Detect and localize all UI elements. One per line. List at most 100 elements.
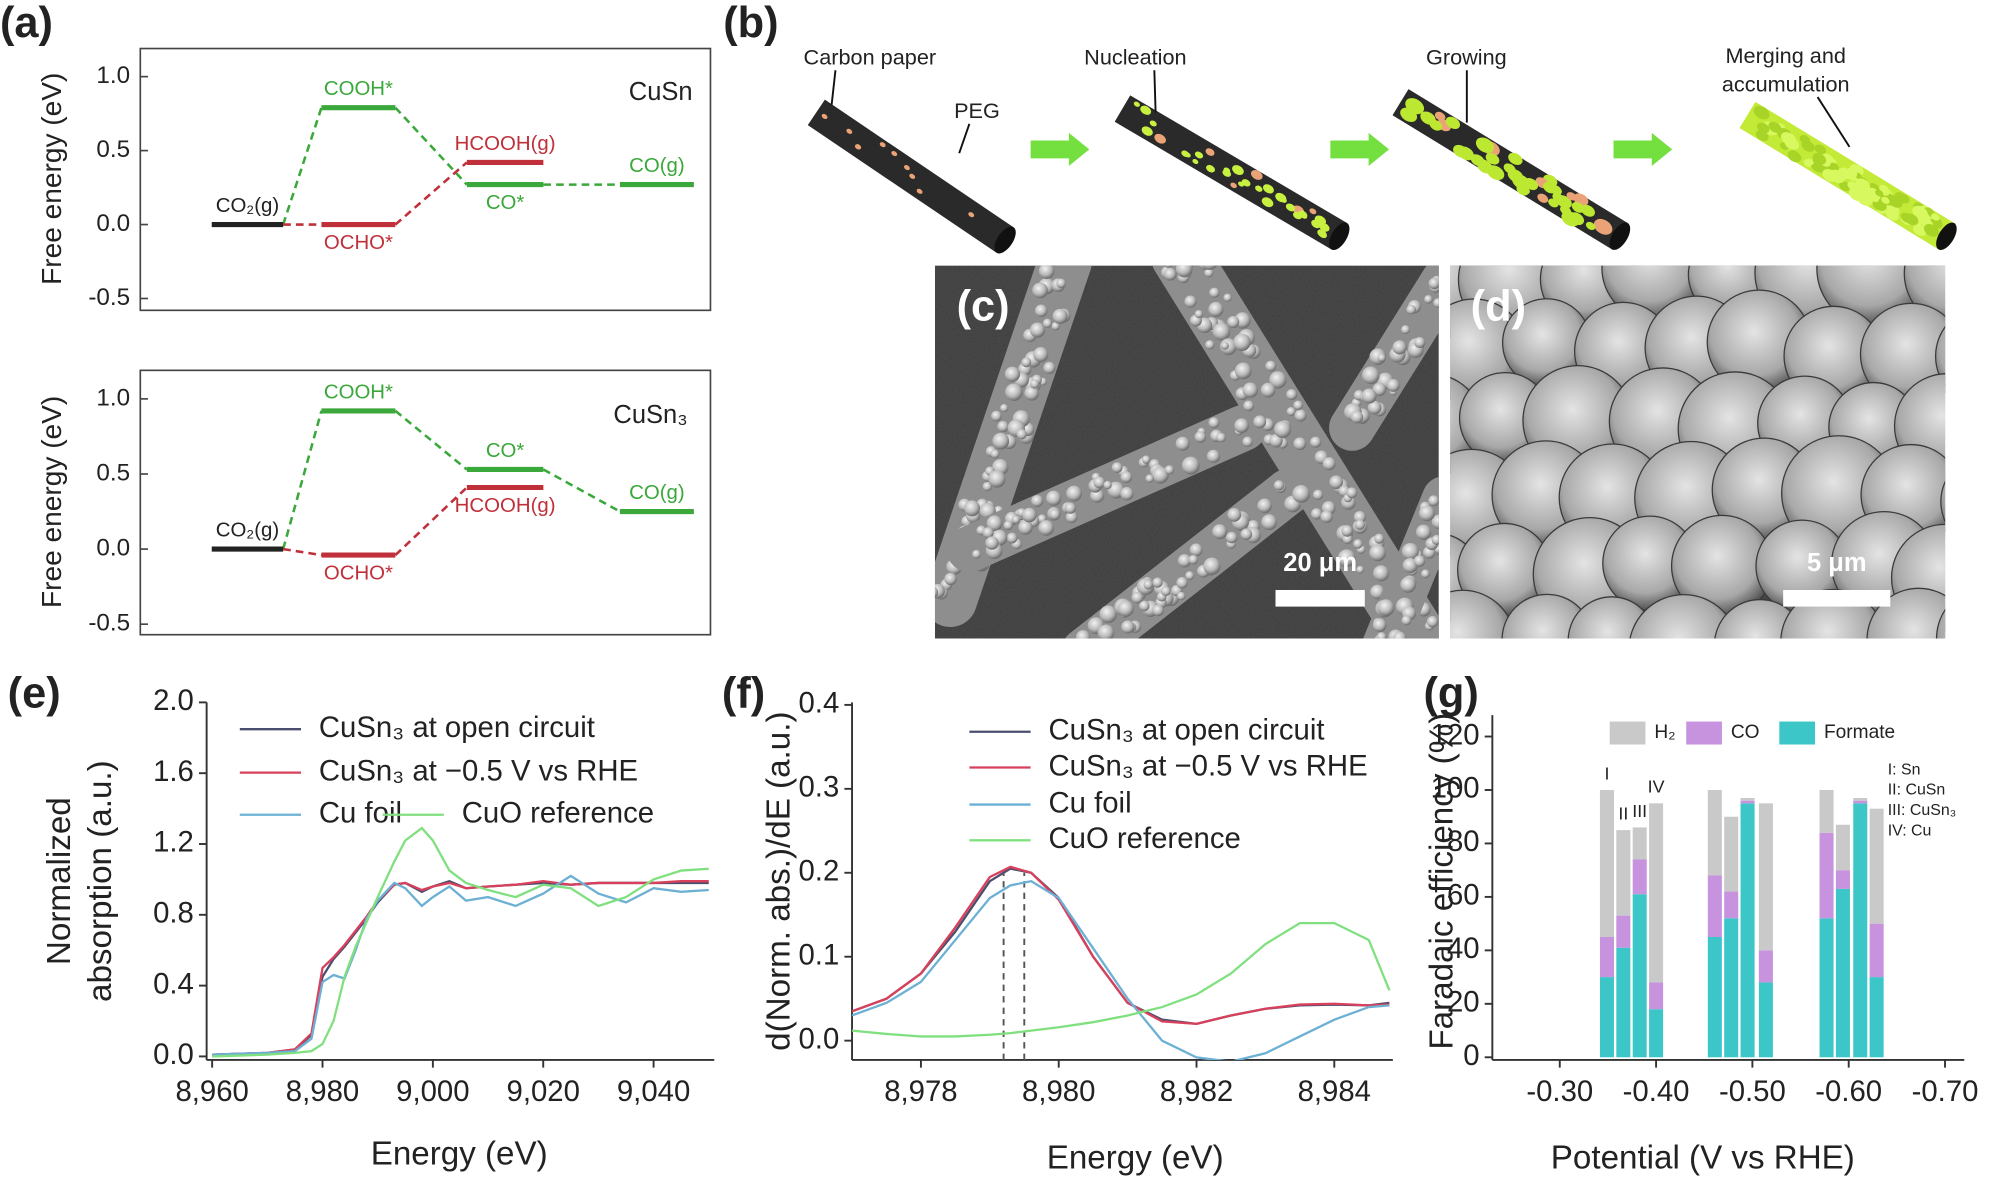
grain [944,572,957,586]
particle [1309,208,1317,215]
micrograph [1450,265,1946,639]
particle [1255,185,1263,192]
grain [1030,322,1046,338]
particle [1593,218,1613,235]
grain [1367,400,1382,415]
y-tick-label: 0.8 [153,897,194,930]
particle [879,142,886,148]
particle [1560,205,1572,216]
grain [1011,515,1020,524]
y-tick-label: 0.3 [799,771,840,804]
grain [1021,357,1032,368]
grain [1392,340,1407,355]
grain [1567,596,1656,639]
bar-label: IV [1648,777,1665,797]
y-axis-title: absorption (a.u.) [82,760,119,1002]
legend-label: Cu foil [319,797,402,830]
grain [1152,577,1163,588]
grain [1018,520,1033,535]
grain [1342,533,1353,545]
grain [1188,554,1199,565]
bar-segment [1707,937,1722,1058]
level-label: CO(g) [629,155,685,177]
scale-bar [1275,590,1365,607]
grain [1121,620,1135,634]
legend-label: Cu foil [1048,786,1131,819]
grain [1066,485,1082,502]
grain [1030,379,1040,389]
grain [1421,569,1430,579]
fiber [1065,468,1312,639]
connector [542,468,621,513]
grain [982,527,994,539]
grain [1093,640,1104,651]
y-tick-label: -0.5 [88,610,130,637]
particle [1285,203,1296,212]
pointer [1816,96,1851,148]
y-axis-title: Faradaic efficiency (%) [1424,713,1461,1050]
y-tick-label: 80 [1447,825,1480,858]
particle [1434,111,1446,121]
grain [1194,431,1207,443]
grain [1047,265,1055,267]
particle [1149,120,1157,127]
grain [1309,436,1322,448]
scale-bar [1783,590,1891,607]
grain [1400,576,1417,593]
grain [1189,543,1203,557]
grain [1401,325,1410,335]
bar-segment [1819,918,1834,1058]
particle [1140,105,1152,115]
bar-label: I [1604,763,1609,783]
legend-label: Formate [1824,722,1895,743]
bar-segment [1853,798,1868,801]
fiber-end [1329,222,1350,251]
particle [1311,219,1322,229]
y-axis-title: Normalized [41,797,78,965]
particle [1477,160,1494,174]
bar-segment [1853,800,1868,804]
x-tick-label: -0.70 [1912,1075,1979,1108]
grain [1431,514,1439,530]
bar-segment [1869,977,1884,1058]
note: II: CuSn [1888,782,1946,799]
series-line [852,879,1390,1060]
y-tick-label: 120 [1431,718,1480,751]
series-line [852,921,1391,1038]
note: I: Sn [1888,761,1921,778]
x-tick-label: 9,040 [617,1075,690,1108]
x-tick-label: -0.50 [1719,1075,1786,1108]
bar-segment [1649,1009,1664,1058]
grain [1038,520,1054,536]
level-label: HCOOH(g) [455,133,556,155]
grain [1143,579,1153,590]
grain [1033,347,1049,363]
x-tick-label: -0.40 [1623,1075,1690,1108]
grain [1225,531,1238,544]
y-tick-label: 1.0 [96,384,130,411]
level-label: CO* [486,440,525,462]
grain [972,549,981,559]
fiber-end [1609,222,1631,250]
panel-label: (d) [1471,283,1526,331]
grain [1428,277,1439,290]
grain [1006,532,1018,544]
arrow [1330,132,1390,167]
series-line [212,874,709,1056]
grain [1354,519,1365,530]
particle [1262,184,1274,194]
x-tick-label: 8,960 [175,1075,248,1108]
y-tick-label: 60 [1447,879,1480,912]
y-tick-label: 1.2 [153,826,194,859]
particle [1548,198,1559,208]
bar-label: III [1632,801,1647,821]
grain [1415,524,1432,540]
grain [1052,308,1068,324]
particle [1916,211,1931,224]
bar-segment [1599,977,1614,1058]
grain [1107,481,1125,499]
y-tick-label: 0 [1463,1039,1479,1072]
grain [1243,400,1254,412]
note: IV: Cu [1888,823,1932,840]
series-line [212,880,709,1056]
